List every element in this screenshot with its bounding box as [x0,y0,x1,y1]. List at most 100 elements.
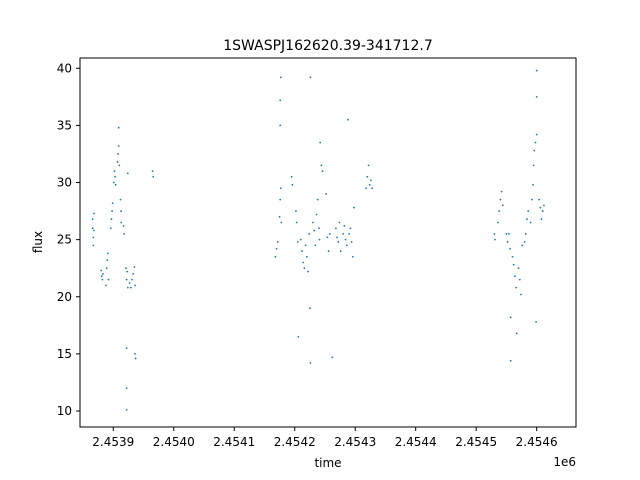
data-point [517,267,520,270]
data-point [101,278,104,281]
data-point [280,221,283,224]
data-point [532,164,535,167]
data-point [535,69,538,72]
data-point [339,250,342,252]
data-point [125,408,128,411]
data-point [279,124,282,127]
data-point [119,198,122,201]
data-point [133,266,136,268]
data-point [152,175,155,178]
data-point [299,238,302,241]
data-point [112,181,115,184]
x-tick-label: 2.4546 [516,435,558,449]
data-point [533,149,536,152]
y-tick-label: 30 [57,176,72,190]
data-point [327,250,330,252]
data-point [541,210,544,212]
data-point [509,316,512,319]
data-point [279,99,282,102]
data-point [129,286,132,289]
data-point [279,198,282,201]
data-point [279,187,282,190]
data-point [526,218,528,220]
data-point [102,273,104,275]
data-point [274,255,277,258]
data-point [538,198,540,201]
data-point [276,241,279,243]
data-point [318,227,320,230]
data-point [92,236,95,239]
data-point [507,233,510,235]
data-point [134,284,136,287]
y-tick-label: 25 [57,233,72,247]
data-point [110,218,113,220]
data-point [297,335,300,338]
data-point [314,244,317,247]
data-point [125,387,128,390]
data-point [320,164,323,167]
x-tick-label: 2.4544 [395,435,437,449]
data-point [301,250,303,252]
data-point [518,278,521,281]
data-point [348,233,351,235]
data-point [349,227,352,230]
data-point [523,241,526,243]
data-point [125,347,128,350]
data-point [111,210,113,212]
data-point [371,187,374,190]
data-point [512,263,515,266]
data-point [105,267,108,270]
data-point [351,255,354,258]
data-point [151,170,154,173]
data-point [345,244,348,247]
data-point [132,273,135,275]
data-point [515,332,518,335]
data-point [100,269,103,272]
data-point [524,233,527,235]
data-point [113,170,116,173]
data-point [498,210,501,212]
data-point [106,259,109,262]
data-point [303,267,306,270]
data-point [311,221,314,224]
data-point [116,161,119,163]
data-point [316,198,319,201]
data-point [114,183,117,186]
data-point [128,282,131,284]
y-axis-ticks: 10 15 20 25 30 35 40 [57,61,80,418]
data-point [275,247,278,250]
data-point [532,183,534,186]
data-point [91,218,94,220]
x-tick-label: 2.4543 [334,435,376,449]
data-point [100,275,103,278]
data-point [350,241,353,243]
data-point [295,221,298,224]
data-point [120,210,123,212]
data-point [126,270,129,273]
data-point [296,241,299,243]
data-point [309,76,312,79]
data-point [117,145,120,147]
data-point [325,193,328,195]
x-tick-label: 2.4542 [274,435,316,449]
data-point [497,221,499,224]
data-point [511,255,514,258]
data-point [328,233,331,235]
scatter-points [91,69,545,411]
data-point [308,307,311,310]
data-point [367,164,370,167]
x-tick-label: 2.4539 [92,435,134,449]
data-point [134,357,137,360]
data-point [309,362,312,364]
data-point [117,153,120,155]
data-point [506,241,509,243]
data-point [91,227,94,230]
data-point [344,238,347,241]
data-point [342,233,345,235]
y-tick-label: 35 [57,118,72,132]
data-point [125,278,128,281]
x-axis-ticks: 2.4539 2.4540 2.4541 2.4542 2.4543 2.4544 2.45… [92,427,558,449]
data-point [494,238,496,241]
data-point [520,293,522,296]
data-point [125,267,127,270]
